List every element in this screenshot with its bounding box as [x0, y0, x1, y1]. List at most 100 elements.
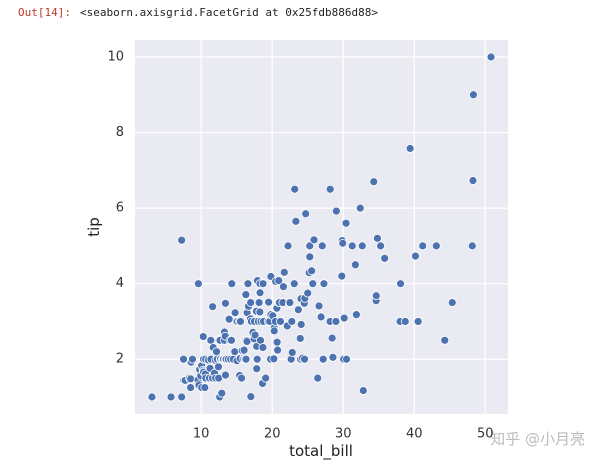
point	[376, 241, 385, 251]
point	[405, 144, 415, 153]
y-tick-label: 10	[107, 50, 124, 65]
point	[179, 354, 188, 364]
point	[287, 348, 297, 357]
point	[258, 279, 268, 289]
point	[313, 373, 323, 383]
point	[274, 276, 284, 286]
point	[147, 392, 157, 402]
point	[318, 354, 328, 364]
x-tick-label: 40	[406, 427, 423, 442]
point	[341, 218, 351, 228]
point	[431, 241, 441, 251]
point	[305, 241, 315, 251]
point	[357, 241, 367, 251]
point	[252, 354, 262, 364]
point	[221, 298, 230, 308]
point	[316, 312, 326, 322]
point	[413, 317, 423, 326]
y-tick-label: 8	[116, 125, 124, 140]
point	[217, 388, 227, 398]
point	[317, 241, 327, 251]
point	[328, 352, 338, 362]
point	[241, 354, 251, 364]
point	[309, 235, 319, 245]
point	[279, 267, 289, 277]
point	[279, 282, 288, 292]
point	[269, 326, 279, 336]
point	[447, 298, 457, 307]
point	[358, 386, 368, 395]
y-tick-label: 6	[116, 201, 124, 216]
point	[166, 392, 176, 402]
point	[283, 241, 293, 251]
point	[325, 184, 335, 194]
point	[230, 308, 240, 318]
point	[351, 310, 361, 320]
point	[273, 345, 283, 355]
point	[350, 260, 360, 270]
point	[264, 297, 273, 307]
point	[261, 373, 271, 383]
point	[319, 279, 329, 289]
point	[290, 184, 300, 194]
point	[418, 241, 428, 251]
point	[224, 314, 234, 324]
point	[276, 317, 285, 326]
point	[193, 279, 203, 289]
point	[301, 209, 311, 219]
point	[254, 298, 264, 307]
point	[212, 347, 221, 357]
y-tick-label: 4	[116, 276, 124, 291]
point	[186, 383, 196, 392]
point	[177, 235, 187, 245]
point	[314, 301, 324, 311]
point	[227, 279, 237, 289]
point	[331, 206, 341, 216]
point	[285, 298, 295, 307]
point	[287, 317, 297, 326]
point	[291, 216, 301, 226]
y-axis-label: tip	[85, 217, 103, 237]
point	[337, 271, 347, 281]
point	[227, 335, 236, 345]
point	[296, 320, 306, 329]
point	[255, 307, 265, 317]
point	[177, 392, 187, 402]
point	[355, 203, 365, 213]
points	[147, 52, 496, 402]
point	[300, 354, 309, 364]
point	[486, 52, 496, 62]
point	[372, 233, 382, 243]
point	[208, 302, 218, 312]
point	[252, 364, 262, 374]
point	[411, 251, 420, 261]
point	[467, 241, 477, 251]
point	[303, 288, 313, 298]
point	[289, 279, 299, 289]
x-tick-label: 50	[477, 427, 494, 442]
point	[396, 279, 405, 289]
point	[293, 305, 303, 315]
point	[369, 177, 379, 187]
point	[198, 332, 208, 341]
point	[327, 333, 337, 343]
plot-area	[135, 40, 508, 414]
point	[246, 392, 256, 402]
x-tick-label: 30	[335, 427, 352, 442]
point	[255, 288, 265, 298]
point	[214, 362, 223, 372]
point	[237, 373, 247, 383]
point	[347, 241, 357, 251]
x-tick-label: 10	[193, 427, 210, 442]
y-tick-label: 2	[116, 352, 124, 367]
x-axis-label: total_bill	[289, 442, 353, 461]
watermark: 知乎 @小月亮	[490, 430, 585, 448]
point	[440, 335, 450, 345]
out-prompt: Out[14]:	[18, 6, 71, 19]
x-tick-label: 20	[264, 427, 281, 442]
point	[339, 313, 349, 323]
point	[342, 354, 351, 364]
point	[246, 298, 256, 307]
